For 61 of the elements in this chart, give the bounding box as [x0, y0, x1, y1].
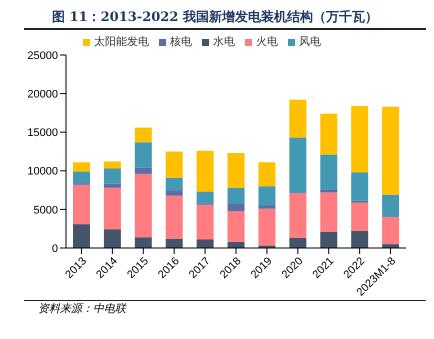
bar [166, 178, 183, 190]
bar [196, 240, 214, 248]
bar [258, 186, 276, 206]
bar [289, 100, 306, 138]
bar [320, 192, 338, 232]
bar [258, 208, 276, 246]
bar [73, 224, 90, 248]
legend-label: 核电 [170, 36, 192, 48]
bar [134, 168, 152, 174]
bar [104, 168, 121, 184]
bar [73, 184, 90, 224]
bar [382, 106, 400, 195]
bar [351, 202, 368, 232]
bar [73, 162, 90, 172]
bar [320, 114, 338, 155]
bar [228, 153, 245, 188]
bar [320, 154, 338, 190]
bar [289, 138, 306, 192]
bar [289, 193, 306, 238]
bar [382, 217, 400, 244]
bar [104, 184, 121, 188]
y-tick-label: 0 [52, 242, 58, 255]
bar [134, 174, 152, 238]
bar [228, 210, 245, 242]
legend-label: 水电 [213, 36, 235, 48]
bar [134, 142, 152, 168]
bar [104, 188, 121, 230]
legend-label: 太阳能发电 [94, 36, 149, 48]
bar [196, 204, 214, 240]
legend-label: 火电 [256, 36, 278, 48]
bar [196, 150, 214, 192]
y-tick-label: 15000 [27, 127, 58, 140]
chart-title: 图 11：2013-2022 我国新增发电装机结构（万千瓦） [24, 8, 426, 30]
bar [382, 244, 400, 248]
bar [320, 232, 338, 248]
bar [228, 204, 245, 211]
bar [104, 162, 121, 168]
bar [166, 196, 183, 239]
text: 资料来源：中电联 [38, 301, 128, 316]
y-tick-label: 20000 [27, 88, 58, 101]
legend-label: 风电 [299, 36, 321, 48]
bar [351, 231, 368, 248]
bar [351, 106, 368, 172]
bar [320, 189, 338, 192]
y-tick-label: 10000 [27, 166, 58, 178]
bar [166, 238, 183, 248]
bar [104, 229, 121, 248]
y-tick-label: 5000 [34, 204, 58, 216]
bar [258, 162, 276, 186]
bar [134, 237, 152, 248]
bar [134, 128, 152, 142]
bar [289, 238, 306, 248]
bar [351, 172, 368, 201]
y-tick-label: 25000 [27, 50, 58, 62]
bar [166, 190, 183, 196]
bar [258, 206, 276, 209]
bar [73, 172, 90, 184]
bar [166, 152, 183, 178]
bar [382, 194, 400, 216]
bar [196, 192, 214, 204]
bar [228, 188, 245, 204]
